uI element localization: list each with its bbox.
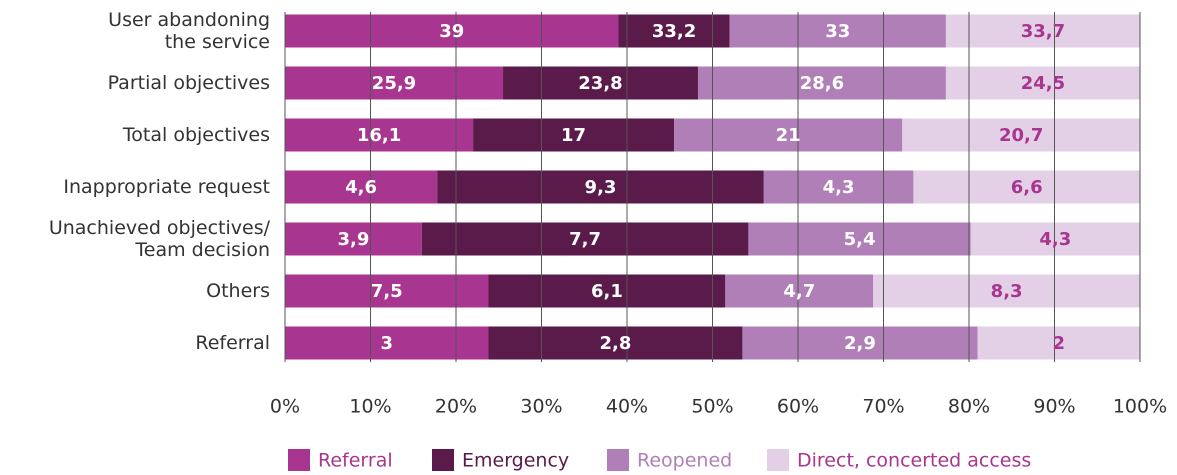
bar-segment (285, 118, 474, 152)
data-label: 3,9 (337, 229, 369, 250)
category-label: User abandoning the service (108, 9, 270, 53)
bar-segment (902, 118, 1140, 152)
legend-swatch (432, 449, 454, 471)
data-label: 5,4 (844, 229, 876, 250)
x-tick-label: 70% (862, 396, 904, 418)
bar-segment (488, 274, 726, 308)
data-label: 2 (1053, 333, 1066, 354)
category-label: Others (206, 280, 270, 302)
bar-segment (618, 14, 730, 48)
data-label: 8,3 (991, 281, 1023, 302)
bar-segment (977, 326, 1140, 360)
bar-segment (763, 170, 914, 204)
legend-label: Direct, concerted access (797, 450, 1031, 472)
category-label: Unachieved objectives/ Team decision (48, 217, 270, 261)
legend-swatch (288, 449, 310, 471)
data-label: 25,9 (372, 73, 416, 94)
category-label: Inappropriate request (63, 176, 270, 198)
x-tick-label: 10% (349, 396, 391, 418)
category-label: Partial objectives (107, 72, 270, 94)
data-label: 3 (380, 333, 393, 354)
bar-segment (725, 274, 874, 308)
x-tick-label: 60% (777, 396, 819, 418)
bar-segment (729, 14, 946, 48)
data-label: 6,6 (1011, 177, 1043, 198)
x-tick-label: 50% (691, 396, 733, 418)
bar-segment (503, 66, 698, 100)
x-tick-label: 80% (948, 396, 990, 418)
data-label: 4,3 (823, 177, 855, 198)
data-label: 4,7 (783, 281, 815, 302)
data-label: 21 (776, 125, 801, 146)
data-label: 24,5 (1021, 73, 1065, 94)
data-label: 33,7 (1021, 21, 1065, 42)
legend-swatch (607, 449, 629, 471)
bar-segment (285, 66, 504, 100)
legend-label: Referral (318, 450, 393, 472)
x-tick-label: 40% (606, 396, 648, 418)
data-label: 33,2 (652, 21, 696, 42)
category-label: Total objectives (122, 124, 270, 146)
data-label: 23,8 (578, 73, 622, 94)
bar-segment (421, 222, 749, 256)
data-label: 9,3 (585, 177, 617, 198)
bar-segment (488, 326, 743, 360)
data-label: 2,8 (600, 333, 632, 354)
bar-segment (285, 170, 438, 204)
data-label: 17 (561, 125, 586, 146)
bar-segment (437, 170, 764, 204)
category-label: Referral (195, 332, 270, 354)
legend-swatch (767, 449, 789, 471)
bar-segment (873, 274, 1140, 308)
data-label: 4,6 (345, 177, 377, 198)
x-tick-label: 30% (520, 396, 562, 418)
bar-segment (913, 170, 1140, 204)
legend-label: Reopened (637, 450, 732, 472)
data-label: 28,6 (800, 73, 844, 94)
bar-segment (945, 66, 1140, 100)
bar-segment (473, 118, 675, 152)
data-label: 2,9 (844, 333, 876, 354)
x-tick-label: 20% (435, 396, 477, 418)
data-label: 20,7 (999, 125, 1043, 146)
data-label: 33 (825, 21, 850, 42)
bar-segment (742, 326, 978, 360)
bar-segment (748, 222, 971, 256)
bar-segment (970, 222, 1140, 256)
bar-segment (285, 222, 422, 256)
data-label: 7,7 (569, 229, 601, 250)
data-label: 4,3 (1039, 229, 1071, 250)
data-label: 16,1 (357, 125, 401, 146)
bar-segment (285, 326, 489, 360)
bar-segment (945, 14, 1140, 48)
x-tick-label: 0% (270, 396, 300, 418)
data-label: 6,1 (591, 281, 623, 302)
legend-label: Emergency (462, 450, 569, 472)
bar-segment (697, 66, 946, 100)
x-tick-label: 100% (1113, 396, 1167, 418)
data-label: 7,5 (371, 281, 403, 302)
data-label: 39 (439, 21, 464, 42)
x-tick-label: 90% (1033, 396, 1075, 418)
bar-segment (285, 14, 619, 48)
bar-segment (285, 274, 489, 308)
